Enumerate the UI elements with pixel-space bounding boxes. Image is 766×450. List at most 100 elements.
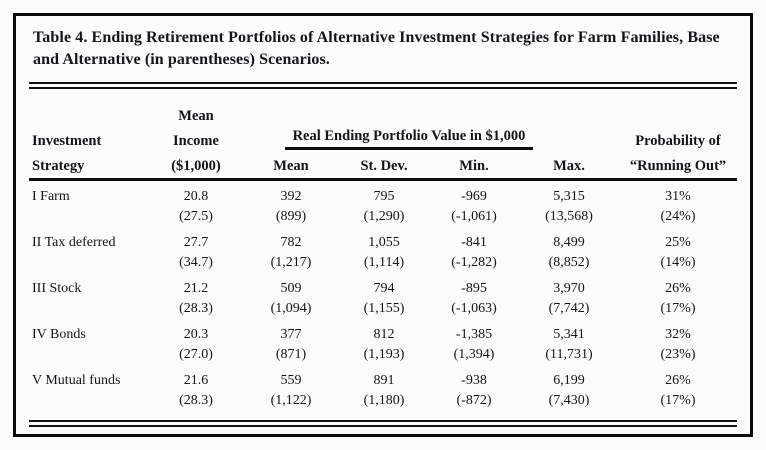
value-cell: (11,731) [545,347,593,362]
value-cell: 812 [373,327,395,342]
strategy-cell: V Mutual funds [32,373,121,388]
value-cell: -1,385 [455,327,493,342]
value-cell: (7,742) [548,301,590,316]
table-row-base: I Farm 20.8 392 795 -969 5,315 31% [29,180,737,208]
value-cell: -841 [461,235,487,250]
strategy-cell [29,207,149,227]
value-cell: (1,094) [270,301,312,316]
value-cell: (34.7) [179,255,213,270]
value-cell: (-872) [456,393,492,408]
value-cell: 377 [280,327,302,342]
value-cell: 20.8 [183,189,209,204]
value-cell: (1,290) [363,209,405,224]
value-cell: (17%) [660,393,696,408]
value-cell: (17%) [660,301,696,316]
value-cell: 21.2 [183,281,209,296]
value-cell: (1,122) [270,393,312,408]
value-cell: 21.6 [183,373,209,388]
table-header: Mean Investment Income Real Ending Portf… [29,89,737,181]
value-cell: (28.3) [179,301,213,316]
header-row-2: Investment Income Real Ending Portfolio … [29,125,737,150]
table-row-base: II Tax deferred 27.7 782 1,055 -841 8,499 25% [29,227,737,253]
value-cell: 6,199 [553,373,585,388]
value-cell: (1,394) [453,347,495,362]
header-mean-income-line1: Mean [178,108,214,124]
value-cell: (1,193) [363,347,405,362]
header-sub-max: Max. [519,150,619,181]
table-row-alt: (27.5) (899) (1,290) (-1,061) (13,568) (24%) [29,207,737,227]
value-cell: (14%) [660,255,696,270]
value-cell: (27.0) [179,347,213,362]
value-cell: (8,852) [548,255,590,270]
value-cell: 26% [665,281,691,296]
table-row-base: V Mutual funds 21.6 559 891 -938 6,199 26% [29,365,737,391]
table-title: Table 4. Ending Retirement Portfolios of… [33,29,720,68]
retirement-portfolio-table: Mean Investment Income Real Ending Portf… [29,89,737,411]
header-spacer [619,89,737,125]
header-spacer [29,89,149,125]
value-cell: 891 [373,373,395,388]
value-cell: 31% [665,189,691,204]
table-row-base: III Stock 21.2 509 794 -895 3,970 26% [29,273,737,299]
value-cell: (28.3) [179,393,213,408]
header-mean-income-line2: Income [173,133,219,149]
header-sub-stdev: St. Dev. [339,150,429,181]
value-cell: (1,114) [363,255,405,270]
header-row-1: Mean [29,89,737,125]
value-cell: 1,055 [368,235,400,250]
header-strategy: Strategy [29,150,149,181]
header-sub-mean: Mean [243,150,339,181]
header-row-3: Strategy ($1,000) Mean St. Dev. Min. Max… [29,150,737,181]
value-cell: 8,499 [553,235,585,250]
strategy-cell: I Farm [32,189,70,204]
value-cell: (-1,061) [451,209,497,224]
header-spacer [243,89,619,125]
value-cell: 32% [665,327,691,342]
header-group-portfolio-value: Real Ending Portfolio Value in $1,000 [243,125,619,150]
value-cell: 509 [280,281,302,296]
value-cell: (-1,282) [451,255,497,270]
table-row-alt: (34.7) (1,217) (1,114) (-1,282) (8,852) (14%) [29,253,737,273]
strategy-cell [29,253,149,273]
strategy-cell [29,391,149,411]
title-divider [29,82,737,89]
strategy-cell: II Tax deferred [32,235,116,250]
value-cell: 782 [280,235,302,250]
strategy-cell [29,345,149,365]
value-cell: (871) [275,347,307,362]
value-cell: 795 [373,189,395,204]
value-cell: (24%) [660,209,696,224]
value-cell: (-1,063) [451,301,497,316]
strategy-cell: IV Bonds [32,327,86,342]
value-cell: (27.5) [179,209,213,224]
value-cell: 26% [665,373,691,388]
value-cell: 559 [280,373,302,388]
value-cell: 5,315 [553,189,585,204]
strategy-cell [29,299,149,319]
value-cell: 20.3 [183,327,209,342]
value-cell: (1,180) [363,393,405,408]
value-cell: (1,217) [270,255,312,270]
value-cell: 3,970 [553,281,585,296]
value-cell: (23%) [660,347,696,362]
table-row-alt: (28.3) (1,122) (1,180) (-872) (7,430) (17%) [29,391,737,411]
value-cell: -969 [461,189,487,204]
table-row-base: IV Bonds 20.3 377 812 -1,385 5,341 32% [29,319,737,345]
header-mean-income-line3: ($1,000) [149,150,243,181]
header-probability-line2: “Running Out” [619,150,737,181]
bottom-divider [29,420,737,427]
value-cell: (13,568) [545,209,593,224]
header-investment: Investment [32,133,102,149]
header-group-underline: Real Ending Portfolio Value in $1,000 [284,128,534,150]
header-sub-min: Min. [429,150,519,181]
value-cell: 794 [373,281,395,296]
value-cell: 27.7 [183,235,209,250]
value-cell: -895 [461,281,487,296]
value-cell: (7,430) [548,393,590,408]
table-row-alt: (28.3) (1,094) (1,155) (-1,063) (7,742) (17%) [29,299,737,319]
value-cell: (1,155) [363,301,405,316]
value-cell: 392 [280,189,302,204]
value-cell: (899) [275,209,307,224]
header-probability-line1: Probability of [635,133,721,149]
document-frame: Table 4. Ending Retirement Portfolios of… [13,13,753,437]
